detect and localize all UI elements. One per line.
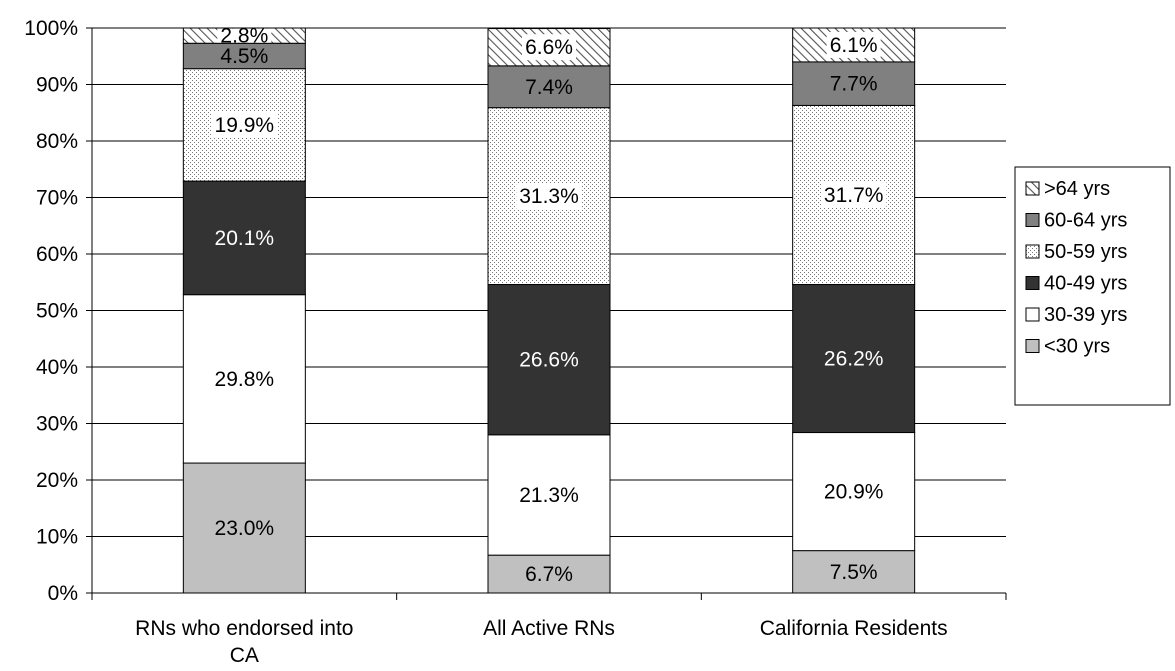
data-label: 6.1%	[830, 34, 878, 57]
legend-label: 40-49 yrs	[1044, 273, 1127, 295]
data-label: 6.7%	[525, 563, 573, 586]
data-label: 7.7%	[830, 73, 878, 96]
bar-segment	[182, 462, 306, 594]
bar-segment	[487, 434, 611, 556]
data-label-box	[522, 34, 576, 61]
legend-label: 30-39 yrs	[1044, 304, 1127, 326]
data-label: 4.5%	[220, 45, 268, 68]
data-label: 29.8%	[215, 368, 275, 391]
bar-segment	[487, 284, 611, 436]
legend-box	[1014, 166, 1171, 406]
y-tick-label: 40%	[36, 356, 78, 379]
x-category-label: RNs who endorsed into	[135, 617, 353, 640]
x-category-label: California Residents	[760, 617, 948, 640]
bar-segment	[182, 180, 306, 296]
bar-segment	[182, 42, 306, 70]
data-label-box	[217, 28, 272, 43]
bar-segment	[487, 65, 611, 109]
data-label: 31.3%	[519, 185, 579, 208]
legend-swatch	[1025, 244, 1040, 259]
bars	[182, 27, 916, 594]
x-category-label: CA	[230, 644, 259, 667]
data-label: 31.7%	[824, 184, 884, 207]
data-label-box	[211, 111, 278, 138]
legend-swatch	[1025, 339, 1040, 353]
y-tick-label: 30%	[36, 413, 78, 436]
y-tick-label: 90%	[36, 74, 78, 97]
legend-label: >64 yrs	[1044, 178, 1110, 200]
legend-swatch	[1025, 307, 1040, 322]
y-tick-label: 60%	[36, 243, 78, 266]
y-tick-label: 10%	[36, 526, 78, 549]
data-label: 7.4%	[525, 76, 573, 99]
data-label: 20.1%	[215, 227, 275, 250]
legend: >64 yrs 60-64 yrs 50-59 yrs 40-49 yrs 30-39 …	[1014, 166, 1171, 406]
data-label: 26.2%	[824, 348, 884, 371]
bar-segment	[487, 554, 611, 594]
bar-segment	[792, 284, 916, 434]
data-label-box	[820, 181, 887, 208]
data-label: 21.3%	[519, 484, 579, 507]
data-label: 2.8%	[220, 25, 268, 48]
data-label: 23.0%	[215, 517, 275, 540]
data-label: 7.5%	[830, 561, 878, 584]
data-label-box	[516, 183, 582, 210]
legend-swatch	[1025, 213, 1040, 227]
y-tick-label: 80%	[36, 130, 78, 153]
y-tick-label: 70%	[36, 187, 78, 210]
data-label: 6.6%	[525, 36, 573, 59]
y-tick-label: 0%	[48, 582, 78, 605]
bar-segment	[792, 550, 916, 594]
data-label: 26.6%	[519, 349, 579, 372]
legend-label: 60-64 yrs	[1044, 210, 1127, 232]
axes: 0% 10% 20% 30% 40% 50% 60% 70% 80% 90% 100% RNs who…	[24, 17, 1007, 667]
data-label-box	[826, 31, 881, 58]
bar-segment	[792, 432, 916, 552]
y-tick-label: 100%	[24, 17, 78, 40]
data-label: 19.9%	[215, 114, 275, 137]
legend-swatch	[1025, 181, 1040, 196]
legend-swatch	[1025, 276, 1040, 290]
data-labels: 23.0% 29.8% 20.1% 19.9% 4.5%2.8% 6.7% 21.3% 26.…	[211, 25, 887, 586]
bar-segment	[792, 61, 916, 106]
x-category-label: All Active RNs	[483, 617, 615, 640]
legend-label: 50-59 yrs	[1044, 241, 1127, 263]
y-tick-label: 20%	[36, 469, 78, 492]
data-label: 20.9%	[824, 481, 884, 504]
y-tick-label: 50%	[36, 300, 78, 323]
legend-label: <30 yrs	[1044, 336, 1110, 358]
